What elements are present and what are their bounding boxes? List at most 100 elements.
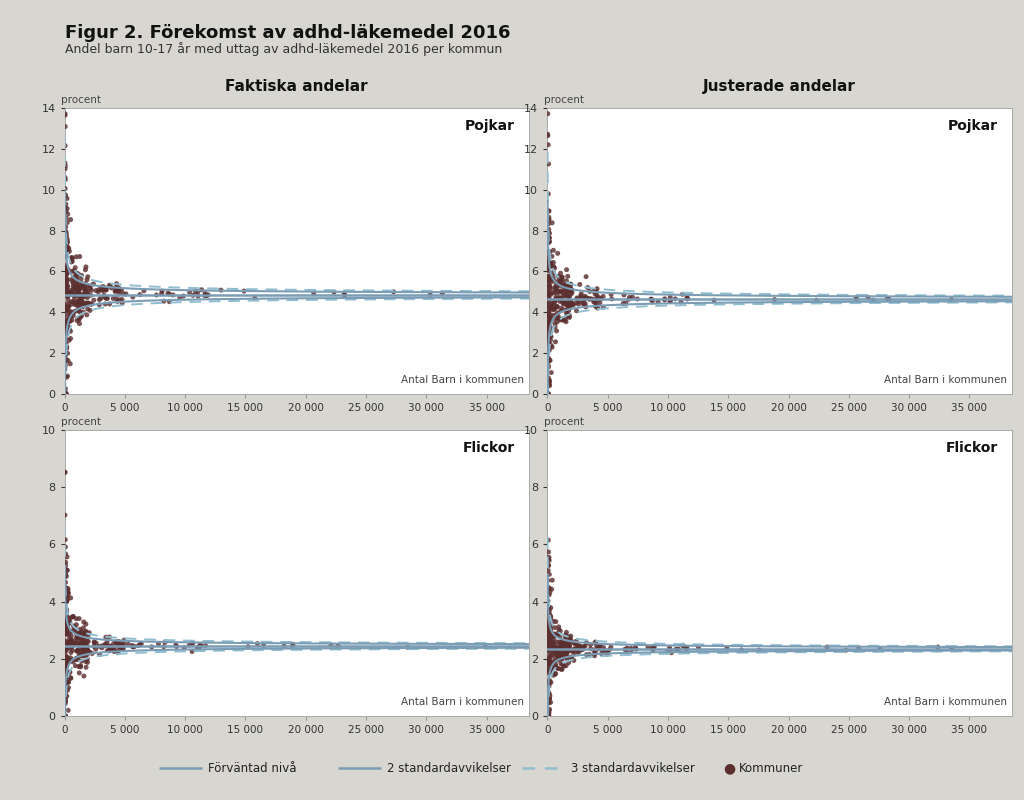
Point	[808, 294, 824, 306]
Point	[551, 278, 567, 291]
Point	[70, 630, 86, 643]
Point	[68, 612, 84, 625]
Point	[57, 677, 74, 690]
Point	[77, 640, 93, 653]
Point	[59, 280, 76, 293]
Point	[62, 306, 79, 319]
Point	[118, 287, 134, 300]
Point	[848, 293, 864, 306]
Point	[62, 591, 79, 604]
Point	[545, 633, 561, 646]
Point	[93, 281, 110, 294]
Point	[543, 642, 559, 655]
Point	[569, 638, 586, 651]
Point	[557, 278, 573, 290]
Point	[556, 304, 572, 317]
Point	[56, 171, 73, 184]
Point	[558, 298, 574, 311]
Point	[109, 636, 125, 649]
Point	[554, 663, 570, 676]
Point	[540, 388, 556, 401]
Point	[541, 582, 557, 594]
Point	[679, 643, 695, 656]
Point	[553, 652, 569, 665]
Point	[545, 640, 561, 653]
Point	[161, 287, 177, 300]
Point	[541, 710, 557, 722]
Point	[72, 305, 88, 318]
Point	[59, 594, 76, 606]
Point	[575, 640, 592, 653]
Point	[57, 623, 74, 636]
Point	[78, 646, 94, 658]
Point	[59, 666, 76, 679]
Point	[70, 312, 86, 325]
Point	[547, 667, 563, 680]
Point	[124, 640, 140, 653]
Point	[556, 650, 572, 662]
Point	[645, 644, 662, 657]
Point	[57, 686, 74, 698]
Point	[558, 298, 574, 310]
Point	[69, 267, 85, 280]
Point	[59, 684, 76, 697]
Point	[73, 659, 89, 672]
Point	[540, 710, 556, 722]
Point	[562, 278, 579, 291]
Point	[541, 302, 557, 315]
Point	[557, 295, 573, 308]
Point	[102, 280, 119, 293]
Point	[71, 666, 87, 679]
Point	[540, 388, 556, 401]
Point	[58, 550, 75, 563]
Point	[78, 655, 94, 668]
Point	[66, 295, 82, 308]
Point	[57, 244, 74, 257]
Point	[74, 292, 90, 305]
Point	[540, 388, 556, 401]
Point	[76, 644, 92, 657]
Point	[943, 642, 959, 654]
Point	[422, 288, 438, 301]
Point	[540, 324, 556, 337]
Point	[559, 637, 575, 650]
Point	[577, 297, 593, 310]
Point	[551, 623, 567, 636]
Point	[75, 289, 91, 302]
Point	[57, 645, 74, 658]
Point	[679, 293, 695, 306]
Point	[236, 285, 252, 298]
Point	[545, 297, 561, 310]
Point	[58, 595, 75, 608]
Point	[544, 298, 560, 310]
Point	[62, 311, 79, 324]
Point	[79, 286, 95, 299]
Point	[101, 630, 118, 643]
Point	[549, 643, 565, 656]
Point	[640, 641, 656, 654]
Point	[81, 626, 97, 639]
Point	[97, 292, 114, 305]
Point	[58, 628, 75, 641]
Point	[544, 217, 560, 230]
Point	[541, 631, 557, 644]
Point	[197, 289, 213, 302]
Point	[62, 332, 79, 345]
Point	[67, 279, 83, 292]
Point	[540, 645, 556, 658]
Point	[66, 637, 82, 650]
Point	[547, 653, 563, 666]
Point	[556, 634, 572, 647]
Point	[56, 710, 73, 722]
Point	[553, 653, 569, 666]
Point	[540, 295, 556, 308]
Point	[662, 291, 678, 304]
Point	[540, 274, 556, 287]
Point	[543, 625, 559, 638]
Point	[545, 303, 561, 316]
Point	[552, 295, 568, 308]
Point	[541, 260, 557, 273]
Point	[73, 294, 89, 306]
Point	[57, 229, 74, 242]
Point	[562, 630, 579, 642]
